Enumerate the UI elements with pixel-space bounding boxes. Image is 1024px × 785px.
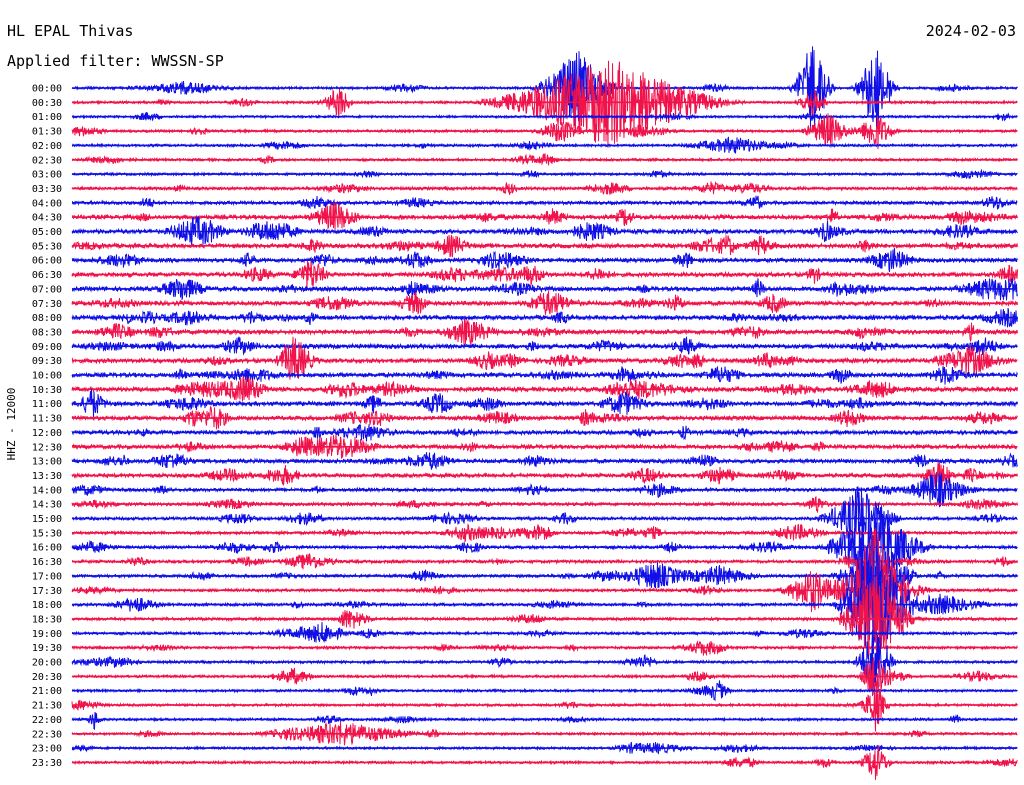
time-label: 03:30 — [32, 184, 62, 195]
time-label: 00:00 — [32, 84, 62, 95]
time-label-group: 00:00 00:30 01:00 01:30 02:00 02:30 03:00 03:30… — [32, 84, 62, 769]
time-label: 03:00 — [32, 170, 62, 181]
time-label: 16:30 — [32, 557, 62, 568]
time-label: 11:00 — [32, 399, 62, 410]
time-label: 04:30 — [32, 213, 62, 224]
time-label: 16:00 — [32, 543, 62, 554]
time-label: 17:00 — [32, 571, 62, 582]
time-label: 02:30 — [32, 155, 62, 166]
trace-line — [71, 318, 1018, 346]
trace-line — [71, 388, 1018, 417]
time-label: 09:30 — [32, 356, 62, 367]
time-label: 08:30 — [32, 327, 62, 338]
time-label: 07:00 — [32, 284, 62, 295]
date-label: 2024-02-03 — [926, 22, 1016, 40]
time-label: 01:00 — [32, 112, 62, 123]
trace-line — [71, 290, 1018, 315]
time-label: 10:00 — [32, 371, 62, 382]
time-label: 10:30 — [32, 385, 62, 396]
time-label: 11:30 — [32, 414, 62, 425]
time-label: 14:30 — [32, 500, 62, 511]
trace-line — [71, 406, 1018, 430]
time-label: 21:00 — [32, 686, 62, 697]
time-label: 01:30 — [32, 127, 62, 138]
time-label: 14:00 — [32, 485, 62, 496]
time-label: 18:00 — [32, 600, 62, 611]
trace-line — [71, 366, 1018, 385]
time-label: 13:00 — [32, 457, 62, 468]
time-label: 18:30 — [32, 614, 62, 625]
channel-scale-label: HHZ - 12000 — [5, 388, 18, 461]
time-label: 05:00 — [32, 227, 62, 238]
time-label: 12:00 — [32, 428, 62, 439]
time-label: 06:00 — [32, 256, 62, 267]
time-label: 09:00 — [32, 342, 62, 353]
time-label: 13:30 — [32, 471, 62, 482]
trace-group — [71, 46, 1018, 780]
trace-line — [71, 336, 1018, 380]
time-label: 06:30 — [32, 270, 62, 281]
station-title: HL EPAL Thivas — [7, 22, 133, 40]
time-label: 00:30 — [32, 98, 62, 109]
trace-line — [71, 215, 1018, 246]
time-label: 23:30 — [32, 758, 62, 769]
time-label: 07:30 — [32, 299, 62, 310]
time-label: 19:30 — [32, 643, 62, 654]
time-label: 20:00 — [32, 658, 62, 669]
time-label: 23:00 — [32, 744, 62, 755]
time-label: 04:00 — [32, 198, 62, 209]
time-label: 05:30 — [32, 241, 62, 252]
time-label: 17:30 — [32, 586, 62, 597]
time-label: 15:00 — [32, 514, 62, 525]
time-label: 12:30 — [32, 442, 62, 453]
time-label: 22:30 — [32, 729, 62, 740]
time-label: 19:00 — [32, 629, 62, 640]
time-label: 02:00 — [32, 141, 62, 152]
time-label: 20:30 — [32, 672, 62, 683]
filter-label: Applied filter: WWSSN-SP — [7, 52, 224, 70]
time-label: 08:00 — [32, 313, 62, 324]
time-label: 21:30 — [32, 701, 62, 712]
time-label: 22:00 — [32, 715, 62, 726]
time-label: 15:30 — [32, 528, 62, 539]
